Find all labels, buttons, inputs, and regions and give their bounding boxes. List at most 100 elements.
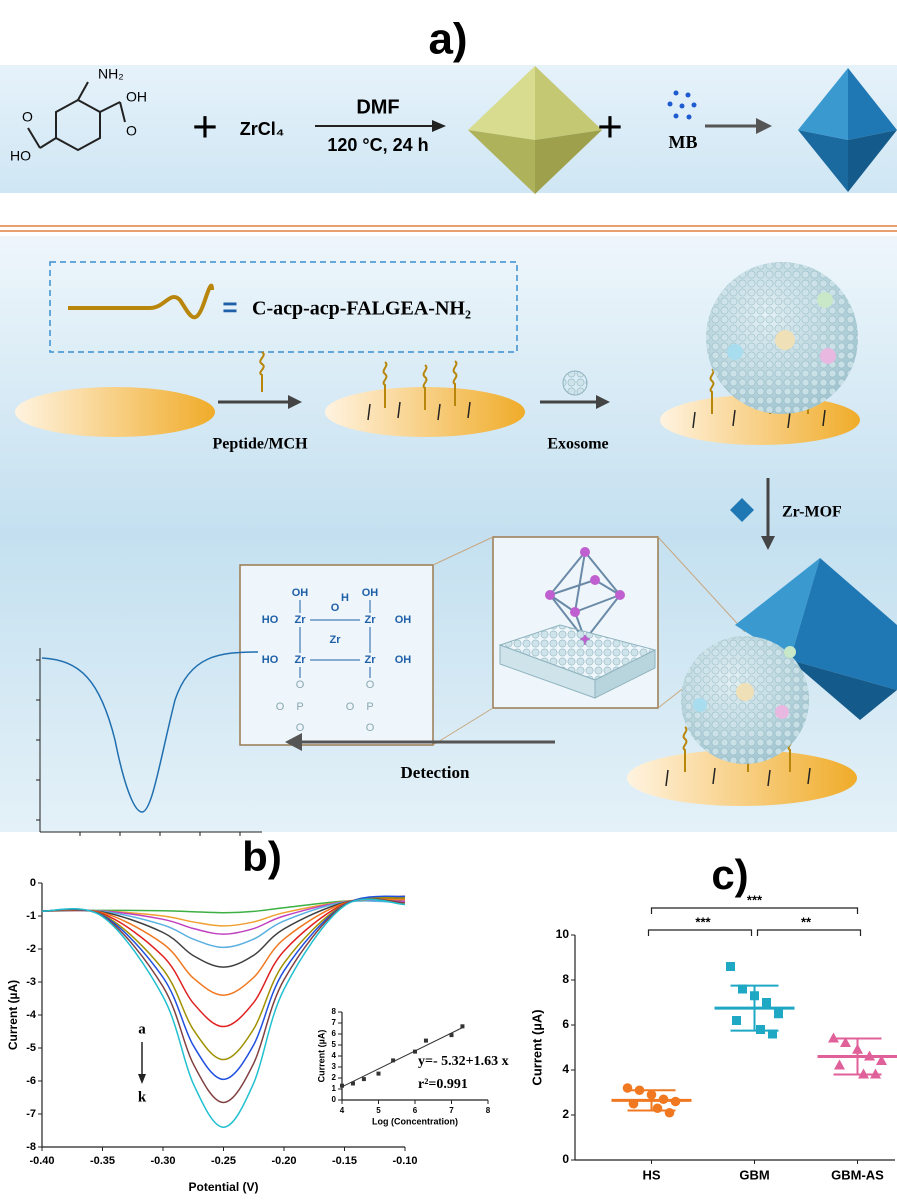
cluster-label: HO <box>262 614 279 626</box>
point <box>653 1103 663 1113</box>
y-tick-label: 6 <box>332 1029 337 1038</box>
cluster-label: Zr <box>365 614 377 626</box>
point <box>623 1083 633 1093</box>
y-axis-label: Current (µA) <box>316 1030 326 1083</box>
point <box>340 1084 344 1088</box>
significance-label: *** <box>695 914 711 929</box>
cluster-label: HO <box>262 654 279 666</box>
protein <box>775 330 795 350</box>
cluster-label: Zr <box>365 654 377 666</box>
figure: a) NH₂ OH HO O O + ZrCl₄ DMF 120 °C, 24 … <box>0 0 897 1200</box>
cluster-label: O <box>346 701 355 713</box>
series-line <box>42 896 405 1079</box>
plus: + <box>192 103 218 152</box>
plus: + <box>597 103 623 152</box>
x-tick-label: 8 <box>486 1106 491 1115</box>
annotation: y=- 5.32+1.63 x <box>418 1054 509 1069</box>
point <box>834 1060 845 1070</box>
cluster-label: Zr <box>295 654 307 666</box>
y-tick-label: -3 <box>26 976 36 988</box>
y-tick-label: 5 <box>332 1040 337 1049</box>
y-tick-label: 10 <box>556 927 570 941</box>
y-tick-label: -8 <box>26 1141 36 1153</box>
y-tick-label: 3 <box>332 1062 337 1071</box>
cluster-label: OH <box>395 654 412 666</box>
y-tick-label: -5 <box>26 1042 36 1054</box>
cluster-label: O <box>296 722 305 734</box>
annotation-arrow-head <box>138 1074 146 1084</box>
point <box>413 1050 417 1054</box>
cluster-label: O <box>276 701 285 713</box>
solvent: DMF <box>356 96 399 118</box>
protein <box>727 344 743 360</box>
peptide-name: C-acp-acp-FALGEA-NH₂ <box>252 298 471 320</box>
panel-label: a) <box>428 15 467 64</box>
significance-bracket <box>758 930 861 936</box>
x-tick-label: -0.10 <box>392 1155 417 1167</box>
y-tick-label: -7 <box>26 1108 36 1120</box>
series-line <box>42 899 405 1103</box>
point <box>665 1108 675 1118</box>
cluster-label: O <box>331 602 340 614</box>
x-tick-label: -0.30 <box>150 1155 175 1167</box>
cluster-label: Zr <box>330 634 342 646</box>
point <box>726 962 735 971</box>
cluster-label: OH <box>292 587 309 599</box>
protein <box>736 683 754 701</box>
condition: 120 °C, 24 h <box>327 135 428 155</box>
cluster-label: OH <box>395 614 412 626</box>
y-tick-label: 0 <box>30 877 36 889</box>
equals: = <box>222 292 237 322</box>
annotation: a <box>138 1021 146 1037</box>
x-tick-label: -0.15 <box>332 1155 357 1167</box>
series-line <box>42 901 405 935</box>
cluster-label: P <box>366 701 373 713</box>
step-label: Detection <box>401 763 470 782</box>
x-tick-label: -0.20 <box>271 1155 296 1167</box>
x-tick-label: 7 <box>449 1106 454 1115</box>
atom-label: HO <box>10 148 31 164</box>
y-tick-label: -4 <box>26 1009 37 1021</box>
y-tick-label: 0 <box>562 1152 569 1166</box>
cluster-label: OH <box>362 587 379 599</box>
protein <box>693 698 707 712</box>
point <box>362 1077 366 1081</box>
point <box>391 1058 395 1062</box>
point <box>732 1016 741 1025</box>
x-tick-label: HS <box>642 1167 660 1182</box>
protein <box>820 348 836 364</box>
y-tick-label: 2 <box>332 1073 337 1082</box>
y-tick-label: 4 <box>332 1051 337 1060</box>
x-tick-label: -0.35 <box>90 1155 115 1167</box>
charts: 0-1-2-3-4-5-6-7-8-0.40-0.35-0.30-0.25-0.… <box>6 833 897 1194</box>
point <box>460 1024 464 1028</box>
atom-label: O <box>126 123 137 139</box>
y-tick-label: -6 <box>26 1075 36 1087</box>
y-axis-label: Current (µA) <box>6 980 20 1050</box>
panel-label: b) <box>242 833 282 880</box>
series-line <box>42 901 405 947</box>
protein <box>775 705 789 719</box>
atom-label: O <box>22 109 33 125</box>
protein <box>784 646 796 658</box>
point <box>762 998 771 1007</box>
step-label: Exosome <box>547 436 608 453</box>
y-tick-label: 8 <box>332 1007 337 1016</box>
point <box>774 1009 783 1018</box>
step-label: Peptide/MCH <box>212 436 308 453</box>
cluster-label: O <box>296 679 305 691</box>
atom-label: OH <box>126 89 147 105</box>
x-tick-label: -0.25 <box>211 1155 236 1167</box>
x-tick-label: 6 <box>413 1106 418 1115</box>
x-tick-label: GBM <box>739 1167 769 1182</box>
x-axis-label: Log (Concentration) <box>372 1116 458 1126</box>
y-axis-label: Current (µA) <box>529 1009 544 1085</box>
protein <box>817 292 833 308</box>
y-tick-label: -1 <box>26 910 36 922</box>
series-line <box>42 899 405 1127</box>
cluster-label: P <box>296 701 303 713</box>
x-axis-label: Potential (V) <box>188 1180 258 1194</box>
significance-bracket <box>649 930 752 936</box>
x-tick-label: -0.40 <box>29 1155 54 1167</box>
point <box>756 1025 765 1034</box>
